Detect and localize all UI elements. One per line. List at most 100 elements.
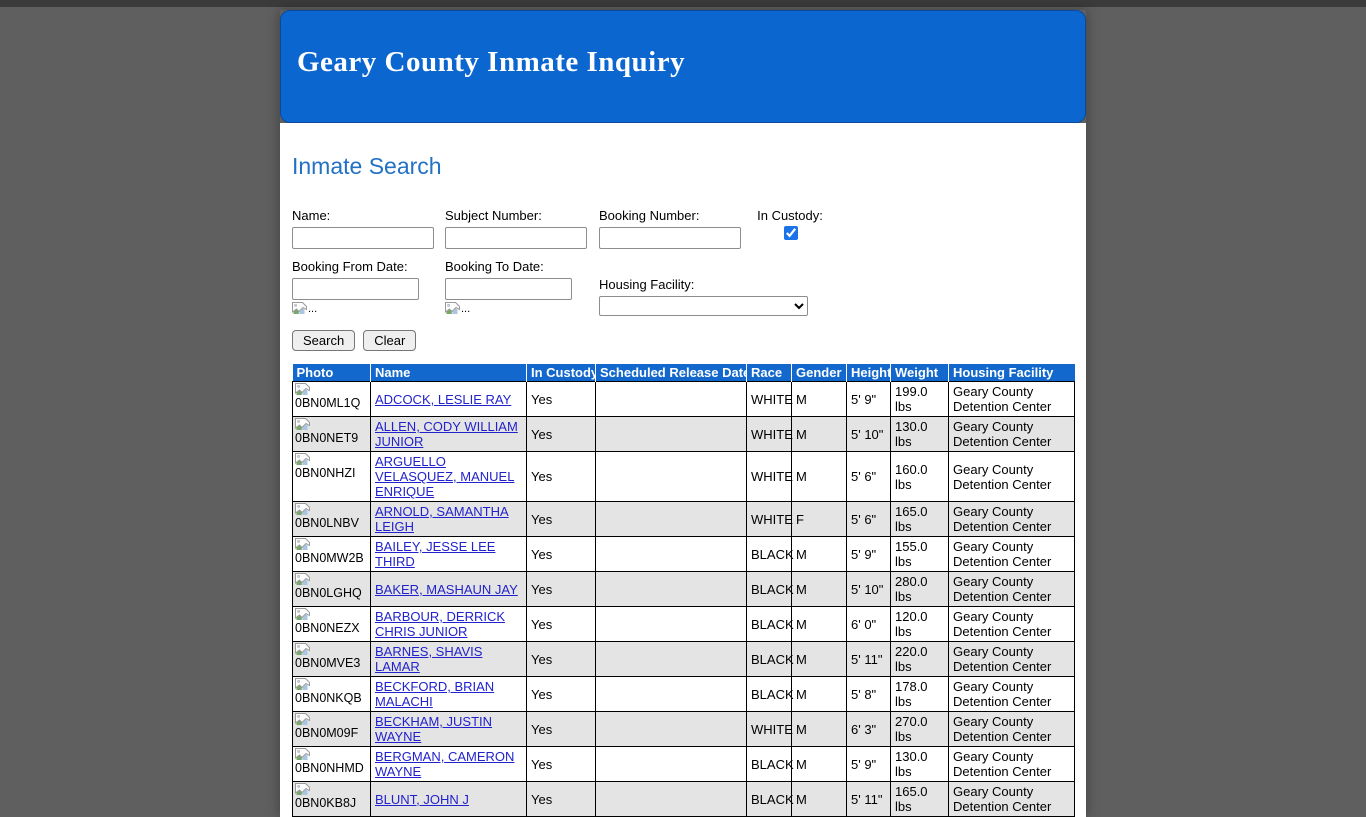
scheduled-release-date-cell — [595, 606, 747, 642]
housing-facility-cell: Geary County Detention Center — [948, 711, 1075, 747]
table-row: 0BN0NHZI ARGUELLO VELASQUEZ, MANUEL ENRIQ… — [292, 451, 1075, 502]
search-button[interactable]: Search — [292, 330, 356, 351]
inmate-results-table: Photo Name In Custody Scheduled Release Dat… — [292, 364, 1075, 817]
scheduled-release-date-cell — [595, 676, 747, 712]
table-row: 0BN0NHMD BERGMAN, CAMERON WAYNE Yes BLACK M 5… — [292, 746, 1075, 782]
inmate-photo-cell: 0BN0NHZI — [292, 451, 371, 502]
subject-number-input[interactable] — [445, 227, 587, 249]
booking-to-label: Booking To Date: — [445, 259, 544, 274]
inmate-name-link[interactable]: BARBOUR, DERRICK CHRIS JUNIOR — [375, 609, 506, 639]
gender-cell: F — [791, 501, 847, 537]
booking-to-input[interactable] — [445, 278, 572, 300]
inmate-name-link[interactable]: ARNOLD, SAMANTHA LEIGH — [375, 504, 509, 534]
inmate-name-link[interactable]: BECKFORD, BRIAN MALACHI — [375, 679, 495, 709]
photo-alt-text: 0BN0ML1Q — [295, 396, 361, 410]
weight-cell: 130.0 lbs — [890, 416, 949, 452]
booking-to-field-group: Booking To Date: ... — [445, 259, 599, 316]
inmate-name-link[interactable]: BAILEY, JESSE LEE THIRD — [375, 539, 496, 569]
broken-calendar-icon[interactable] — [292, 301, 307, 317]
housing-facility-cell: Geary County Detention Center — [948, 501, 1075, 537]
weight-cell: 220.0 lbs — [890, 641, 949, 677]
inmate-photo-cell: 0BN0ML1Q — [292, 381, 371, 417]
inmate-name-link[interactable]: BARNES, SHAVIS LAMAR — [375, 644, 483, 674]
housing-facility-cell: Geary County Detention Center — [948, 451, 1075, 502]
housing-facility-cell: Geary County Detention Center — [948, 606, 1075, 642]
inmate-name-link[interactable]: ALLEN, CODY WILLIAM JUNIOR — [375, 419, 518, 449]
table-row: 0BN0M09F BECKHAM, JUSTIN WAYNE Yes WHITE M 6'… — [292, 711, 1075, 747]
inmate-name-cell: ADCOCK, LESLIE RAY — [370, 381, 527, 417]
table-row: 0BN0NEZX BARBOUR, DERRICK CHRIS JUNIOR Yes… — [292, 606, 1075, 642]
inmate-name-cell: BARBOUR, DERRICK CHRIS JUNIOR — [370, 606, 527, 642]
booking-number-input[interactable] — [599, 227, 741, 249]
page-title: Geary County Inmate Inquiry — [297, 46, 686, 78]
broken-image-icon — [295, 713, 310, 725]
inmate-name-link[interactable]: BERGMAN, CAMERON WAYNE — [375, 749, 515, 779]
page-top-strip — [0, 0, 1366, 7]
in-custody-cell: Yes — [526, 746, 596, 782]
inmate-name-cell: BECKHAM, JUSTIN WAYNE — [370, 711, 527, 747]
housing-facility-cell: Geary County Detention Center — [948, 381, 1075, 417]
inmate-name-link[interactable]: BLUNT, JOHN J — [375, 791, 469, 807]
inmate-name-link[interactable]: ARGUELLO VELASQUEZ, MANUEL ENRIQUE — [375, 454, 515, 499]
broken-image-icon — [295, 748, 310, 760]
broken-image-icon — [295, 573, 310, 585]
housing-facility-select[interactable] — [599, 296, 808, 316]
broken-image-icon — [295, 538, 310, 550]
column-header: Housing Facility — [948, 364, 1075, 382]
broken-calendar-icon[interactable] — [445, 301, 460, 317]
housing-facility-cell: Geary County Detention Center — [948, 676, 1075, 712]
name-label: Name: — [292, 208, 331, 223]
weight-cell: 280.0 lbs — [890, 571, 949, 607]
inmate-name-cell: BERGMAN, CAMERON WAYNE — [370, 746, 527, 782]
page-header-banner: Geary County Inmate Inquiry — [280, 10, 1086, 123]
gender-cell: M — [791, 451, 847, 502]
inmate-name-cell: BARNES, SHAVIS LAMAR — [370, 641, 527, 677]
height-cell: 5' 8" — [846, 676, 891, 712]
inmate-photo-cell: 0BN0NEZX — [292, 606, 371, 642]
photo-alt-text: 0BN0LNBV — [295, 516, 359, 530]
broken-image-icon — [295, 608, 310, 620]
inmate-name-cell: BLUNT, JOHN J — [370, 781, 527, 817]
height-cell: 5' 9" — [846, 536, 891, 572]
inmate-photo-cell: 0BN0NKQB — [292, 676, 371, 712]
column-header: Name — [370, 364, 527, 382]
broken-image-icon — [445, 301, 460, 314]
subject-number-label: Subject Number: — [445, 208, 542, 223]
in-custody-cell: Yes — [526, 606, 596, 642]
housing-facility-cell: Geary County Detention Center — [948, 746, 1075, 782]
inmate-search-form: Name: Subject Number: Booking Number: In… — [292, 208, 1074, 351]
broken-image-icon — [295, 643, 310, 655]
in-custody-cell: Yes — [526, 641, 596, 677]
in-custody-checkbox[interactable] — [783, 226, 798, 240]
height-cell: 5' 10" — [846, 416, 891, 452]
inmate-table-body: 0BN0ML1Q ADCOCK, LESLIE RAY Yes WHITE M 5' 9"… — [292, 381, 1075, 817]
calendar-icon-alt-text: ... — [461, 303, 471, 315]
in-custody-cell: Yes — [526, 381, 596, 417]
broken-image-icon — [295, 383, 310, 395]
in-custody-label: In Custody: — [757, 208, 823, 223]
clear-button[interactable]: Clear — [363, 330, 417, 351]
gender-cell: M — [791, 781, 847, 817]
inmate-name-link[interactable]: BAKER, MASHAUN JAY — [375, 581, 518, 597]
table-row: 0BN0LNBV ARNOLD, SAMANTHA LEIGH Yes WHITE F 5… — [292, 501, 1075, 537]
inmate-name-link[interactable]: ADCOCK, LESLIE RAY — [375, 391, 512, 407]
inmate-photo-cell: 0BN0M09F — [292, 711, 371, 747]
in-custody-cell: Yes — [526, 451, 596, 502]
in-custody-cell: Yes — [526, 536, 596, 572]
scheduled-release-date-cell — [595, 571, 747, 607]
height-cell: 5' 10" — [846, 571, 891, 607]
race-cell: BLACK — [746, 571, 794, 607]
table-row: 0BN0KB8J BLUNT, JOHN J Yes BLACK M 5' 11" 165.… — [292, 781, 1075, 817]
broken-image-icon — [295, 503, 310, 515]
housing-facility-cell: Geary County Detention Center — [948, 416, 1075, 452]
housing-facility-cell: Geary County Detention Center — [948, 781, 1075, 817]
name-input[interactable] — [292, 227, 434, 249]
table-row: 0BN0MVE3 BARNES, SHAVIS LAMAR Yes BLACK M 5' … — [292, 641, 1075, 677]
table-header-row: Photo Name In Custody Scheduled Release Dat… — [292, 364, 1075, 382]
height-cell: 6' 0" — [846, 606, 891, 642]
inmate-name-link[interactable]: BECKHAM, JUSTIN WAYNE — [375, 714, 493, 744]
race-cell: WHITE — [746, 501, 793, 537]
race-cell: WHITE — [746, 451, 793, 502]
table-row: 0BN0MW2B BAILEY, JESSE LEE THIRD Yes BLACK M… — [292, 536, 1075, 572]
booking-from-input[interactable] — [292, 278, 419, 300]
